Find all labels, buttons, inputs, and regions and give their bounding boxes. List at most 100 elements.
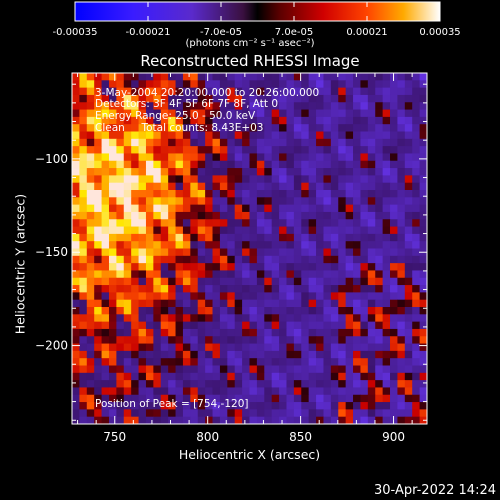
heatmap-cell [316, 292, 324, 301]
heatmap-cell [293, 263, 302, 271]
heatmap-cell [323, 365, 332, 374]
heatmap-cell [249, 124, 258, 132]
heatmap-cell [131, 409, 139, 418]
heatmap-cell [138, 358, 147, 366]
heatmap-cell [390, 394, 398, 403]
heatmap-cell [138, 233, 147, 242]
heatmap-cell [382, 365, 391, 374]
heatmap-cell [279, 321, 287, 330]
heatmap-cell [301, 153, 310, 162]
heatmap-cell [138, 409, 147, 418]
heatmap-cell [397, 394, 406, 403]
heatmap-cell [227, 219, 236, 227]
heatmap-cell [205, 131, 213, 140]
heatmap-cell [86, 416, 95, 425]
heatmap-cell [205, 211, 213, 220]
heatmap-cell [382, 292, 391, 301]
heatmap-cell [249, 131, 258, 140]
heatmap-cell [145, 365, 154, 374]
heatmap-cell [242, 292, 250, 301]
heatmap-cell [279, 182, 287, 191]
heatmap-cell [234, 197, 243, 206]
heatmap-cell [264, 394, 273, 403]
heatmap-cell [131, 314, 139, 323]
heatmap-cell [397, 402, 406, 410]
heatmap-cell [212, 307, 221, 315]
heatmap-cell [131, 197, 139, 206]
heatmap-cell [86, 328, 95, 337]
heatmap-cell [168, 182, 176, 191]
heatmap-cell [205, 146, 213, 154]
heatmap-cell [404, 328, 413, 337]
heatmap-cell [197, 73, 206, 81]
heatmap-cell [367, 138, 376, 147]
heatmap-cell [367, 197, 376, 206]
heatmap-cell [256, 138, 265, 147]
heatmap-cell [264, 416, 273, 425]
heatmap-cell [138, 168, 147, 176]
heatmap-cell [123, 190, 132, 198]
heatmap-cell [197, 350, 206, 359]
heatmap-cell [212, 314, 221, 323]
heatmap-cell [94, 73, 102, 81]
heatmap-cell [286, 80, 295, 89]
heatmap-cell [256, 380, 265, 388]
heatmap-cell [145, 263, 154, 271]
heatmap-cell [227, 102, 236, 110]
heatmap-cell [79, 358, 88, 366]
heatmap-cell [323, 219, 332, 227]
heatmap-cell [293, 321, 302, 330]
heatmap-cell [153, 226, 162, 235]
heatmap-cell [397, 270, 406, 279]
heatmap-cell [94, 299, 102, 308]
annotation-clean: Clean Total counts: 8.43E+03 [95, 122, 264, 134]
heatmap-cell [182, 197, 191, 206]
heatmap-cell [219, 153, 228, 162]
heatmap-cell [160, 160, 169, 169]
heatmap-cell [72, 131, 80, 140]
heatmap-cell [375, 219, 384, 227]
heatmap-cell [404, 94, 413, 103]
heatmap-cell [301, 190, 310, 198]
heatmap-cell [345, 372, 354, 381]
heatmap-cell [375, 80, 384, 89]
heatmap-cell [227, 153, 236, 162]
heatmap-cell [353, 358, 361, 366]
heatmap-cell [123, 146, 132, 154]
heatmap-cell [72, 73, 80, 81]
heatmap-cell [227, 131, 236, 140]
heatmap-cell [308, 299, 317, 308]
heatmap-cell [160, 233, 169, 242]
heatmap-cell [249, 248, 258, 257]
heatmap-cell [338, 255, 347, 264]
heatmap-cell [131, 372, 139, 381]
heatmap-cell [345, 87, 354, 96]
heatmap-cell [168, 146, 176, 154]
heatmap-cell [227, 314, 236, 323]
heatmap-cell [308, 197, 317, 206]
heatmap-cell [160, 226, 169, 235]
heatmap-cell [86, 263, 95, 271]
heatmap-cell [397, 307, 406, 315]
heatmap-cell [330, 160, 339, 169]
heatmap-cell [293, 102, 302, 110]
heatmap-cell [301, 131, 310, 140]
heatmap-cell [242, 190, 250, 198]
heatmap-cell [353, 241, 361, 249]
heatmap-cell [131, 292, 139, 301]
heatmap-cell [242, 241, 250, 249]
heatmap-cell [131, 241, 139, 249]
heatmap-cell [330, 241, 339, 249]
heatmap-cell [419, 153, 428, 162]
heatmap-cell [227, 380, 236, 388]
heatmap-cell [212, 241, 221, 249]
heatmap-cell [145, 211, 154, 220]
heatmap-cell [160, 131, 169, 140]
heatmap-cell [219, 124, 228, 132]
heatmap-cell [338, 175, 347, 184]
heatmap-cell [293, 138, 302, 147]
heatmap-cell [338, 263, 347, 271]
heatmap-cell [205, 387, 213, 396]
heatmap-cell [256, 387, 265, 396]
heatmap-cell [190, 328, 199, 337]
